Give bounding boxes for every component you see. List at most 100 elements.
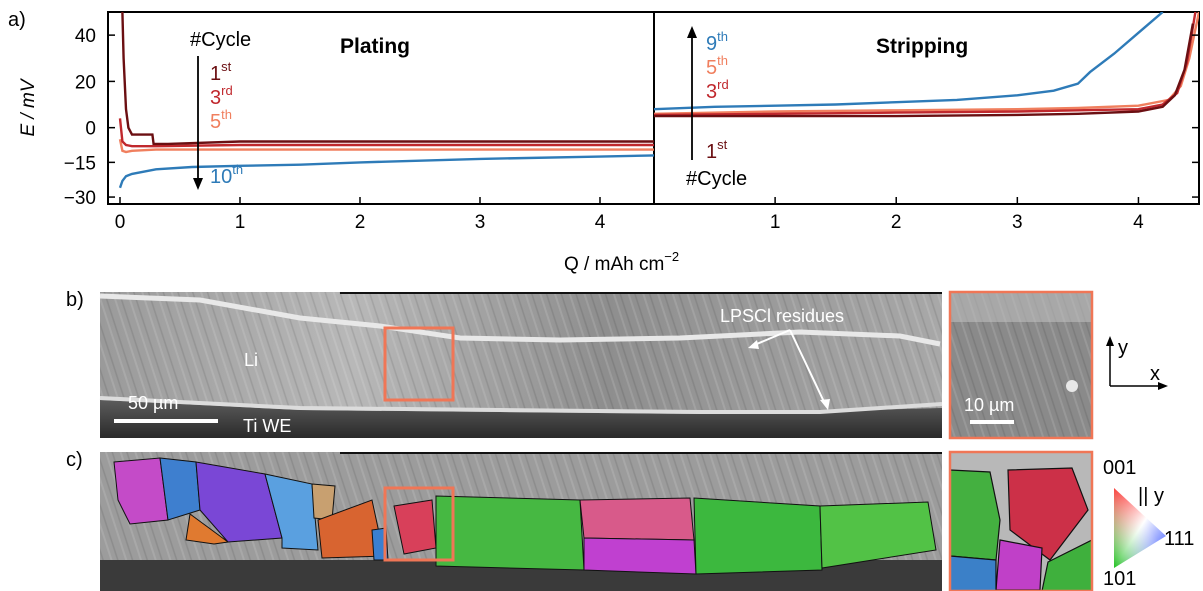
grain-magenta-1 (113, 457, 169, 525)
grain-green-1 (435, 495, 585, 571)
legend-number: 10 (210, 166, 232, 188)
legend-number: 1 (706, 141, 717, 163)
axes-icon: y x (1106, 336, 1168, 390)
panel-label-b: b) (66, 289, 84, 311)
x-tick-label-plating-2: 2 (355, 212, 366, 233)
x-tick-label-stripping-2: 2 (891, 212, 902, 233)
plating-title: Plating (340, 35, 410, 58)
lpscl-residues-label: LPSCl residues (720, 306, 844, 326)
grain-green-2 (693, 497, 823, 575)
ipf-color-key: 001 || y 111 101 (1103, 457, 1194, 590)
y-tick-label--30: −30 (64, 188, 96, 209)
legend-suffix: st (717, 137, 728, 152)
legend-suffix: th (221, 107, 232, 122)
grain-orange-1 (185, 513, 230, 545)
inset-grain-magenta-1 (995, 539, 1043, 591)
ebsd-grains (113, 457, 937, 575)
ipf-triangle-green-overlay (1114, 488, 1166, 568)
sem-inset-particle (1066, 380, 1078, 392)
ebsd-map (100, 452, 942, 591)
legend-suffix: st (221, 59, 232, 74)
legend-suffix: th (717, 53, 728, 68)
ipf-key-parallel-y: || y (1138, 485, 1164, 507)
residue-pointer-2-head (820, 399, 830, 410)
legend-suffix: th (232, 162, 243, 177)
x-tick-label-stripping-4: 4 (1133, 212, 1144, 233)
top-black-bar-c (340, 452, 942, 454)
legend-number: 9 (706, 33, 717, 55)
ti-we-label: Ti WE (243, 416, 291, 436)
series-line-stripping-3rd (654, 12, 1197, 117)
legend-stripping-1st: 1st (706, 137, 728, 163)
x-axis-ticks: 0 1 2 3 4 1 2 3 4 (115, 197, 1144, 233)
legend-number: 5 (210, 111, 221, 133)
residue-pointer-2 (789, 329, 827, 407)
plating-cycle-arrow-label: #Cycle (190, 29, 251, 51)
axes-icon-y-arrow (1106, 336, 1114, 346)
sem-inset-frame (948, 290, 1094, 440)
y-axis-label: E / mV (18, 77, 39, 136)
legend-number: 3 (210, 87, 221, 109)
sem-inset: 10 µm (948, 290, 1094, 440)
y-tick-label--15: −15 (64, 153, 96, 174)
ebsd-inset-frame (948, 450, 1094, 591)
x-tick-label-plating-3: 3 (475, 212, 486, 233)
roi-box-c (383, 486, 455, 562)
legend-plating-10th: 10th (210, 162, 243, 188)
stripping-title: Stripping (876, 35, 968, 58)
stripping-cycle-arrow-label: #Cycle (686, 168, 747, 190)
y-tick-label-40: 40 (75, 26, 96, 47)
plating-arrow-head (193, 178, 203, 190)
scalebar (114, 419, 218, 423)
stripping-series-group (654, 12, 1199, 118)
legend-number: 1 (210, 63, 221, 85)
series-line-plating-10th (118, 154, 654, 189)
legend-stripping-9th: 9th (706, 29, 728, 55)
sem-inset-bright-top (950, 292, 1092, 322)
y-tick-label-20: 20 (75, 72, 96, 93)
roi-box-b (383, 326, 455, 402)
panel-label-c: c) (66, 449, 83, 471)
inset-grain-blue-1 (949, 555, 997, 591)
legend-plating-5th: 5th (210, 107, 232, 133)
legend-stripping-5th: 5th (706, 53, 728, 79)
x-axis-label-superscript: −2 (664, 249, 679, 264)
lithium-top-edge (99, 293, 941, 347)
x-tick-label-stripping-1: 1 (770, 212, 781, 233)
ebsd-inset (948, 450, 1094, 591)
stripping-arrow-head (687, 26, 697, 38)
residue-pointer-1 (751, 329, 791, 347)
ipf-key-111: 111 (1164, 528, 1194, 550)
inset-scalebar-label: 10 µm (964, 395, 1014, 415)
inset-grain-green-2 (1041, 539, 1093, 591)
axes-icon-x-label: x (1150, 363, 1160, 385)
grain-green-3 (819, 501, 937, 569)
legend-plating-1st: 1st (210, 59, 232, 85)
ipf-key-101: 101 (1103, 568, 1136, 590)
series-line-plating-1st (121, 12, 654, 146)
legend-number: 5 (706, 57, 717, 79)
legend-stripping-3rd: 3rd (706, 77, 729, 103)
series-line-stripping-9th (654, 12, 1164, 111)
panel-label-a: a) (8, 9, 26, 31)
x-tick-label-plating-1: 1 (235, 212, 246, 233)
x-tick-label-plating-4: 4 (595, 212, 606, 233)
series-line-stripping-1st (654, 23, 1195, 118)
grain-pink-2 (579, 497, 695, 541)
lithium-bottom-edge (99, 396, 943, 414)
legend-suffix: th (717, 29, 728, 44)
axes-icon-x-arrow (1158, 382, 1168, 390)
inset-grain-green-1 (949, 469, 1001, 561)
ti-substrate-dark-region (100, 400, 942, 438)
li-label: Li (244, 350, 258, 370)
x-tick-label-stripping-3: 3 (1012, 212, 1023, 233)
ipf-key-001: 001 (1103, 457, 1136, 479)
grain-lightblue-1 (264, 473, 319, 551)
top-black-bar (340, 292, 942, 294)
inset-scalebar (970, 420, 1014, 424)
x-axis-label: Q / mAh cm−2 (564, 249, 679, 275)
legend-suffix: rd (717, 77, 729, 92)
legend-plating-3rd: 3rd (210, 83, 233, 109)
